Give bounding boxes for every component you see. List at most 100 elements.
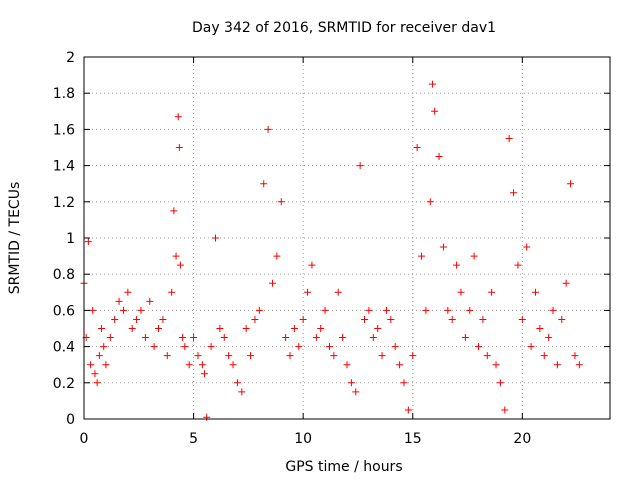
- y-tick-label: 1.4: [53, 159, 75, 175]
- data-point: [172, 252, 180, 260]
- data-point: [374, 325, 382, 332]
- data-point: [571, 352, 579, 360]
- data-point: [435, 153, 443, 161]
- data-point: [505, 134, 513, 142]
- data-point: [106, 334, 114, 342]
- data-point: [179, 334, 187, 342]
- data-point: [163, 352, 171, 360]
- x-axis-label: GPS time / hours: [285, 459, 402, 475]
- data-point: [439, 243, 447, 251]
- y-tick-label: 1.8: [53, 86, 75, 102]
- data-point: [93, 379, 101, 387]
- data-point: [361, 315, 369, 323]
- data-point: [352, 388, 360, 396]
- data-point: [567, 180, 575, 188]
- data-point: [155, 325, 163, 332]
- data-point: [233, 379, 241, 387]
- data-point: [453, 261, 461, 269]
- data-point: [461, 334, 469, 342]
- data-point: [273, 252, 281, 260]
- y-tick-label: 1.6: [53, 122, 75, 138]
- data-point: [137, 306, 145, 314]
- data-point: [369, 334, 377, 342]
- data-point: [470, 252, 478, 260]
- data-point: [545, 334, 553, 342]
- data-point: [536, 325, 544, 332]
- data-point: [203, 413, 211, 421]
- data-point: [575, 361, 583, 369]
- y-tick-label: 0: [66, 412, 75, 428]
- data-point: [312, 334, 320, 342]
- data-point: [343, 361, 351, 369]
- data-point: [174, 113, 182, 121]
- data-point: [514, 261, 522, 269]
- data-point: [185, 361, 193, 369]
- data-point: [128, 325, 136, 332]
- data-point: [558, 315, 566, 323]
- data-point: [251, 315, 259, 323]
- data-point: [170, 207, 178, 215]
- data-point: [404, 406, 412, 414]
- data-point: [286, 352, 294, 360]
- data-point: [492, 361, 500, 369]
- data-point: [334, 288, 342, 296]
- data-point: [531, 288, 539, 296]
- data-point: [100, 343, 108, 351]
- data-point: [428, 80, 436, 88]
- data-point: [194, 352, 202, 360]
- data-point: [347, 379, 355, 387]
- y-tick-label: 0.2: [53, 376, 75, 392]
- data-point: [426, 198, 434, 206]
- data-point: [378, 352, 386, 360]
- grid: [84, 57, 610, 419]
- data-point: [501, 406, 509, 414]
- data-point: [444, 306, 452, 314]
- y-tick-label: 2: [66, 50, 75, 66]
- data-point: [409, 352, 417, 360]
- data-point: [483, 352, 491, 360]
- data-point: [549, 306, 557, 314]
- data-point: [282, 334, 290, 342]
- data-point: [562, 279, 570, 287]
- data-point: [510, 189, 518, 197]
- data-point: [488, 288, 496, 296]
- data-point: [238, 388, 246, 396]
- y-tick-label: 0.8: [53, 267, 75, 283]
- data-point: [391, 343, 399, 351]
- data-point: [264, 125, 272, 133]
- data-point: [207, 343, 215, 351]
- data-point: [168, 288, 176, 296]
- data-point: [115, 297, 123, 305]
- data-point: [466, 306, 474, 314]
- data-point: [295, 343, 303, 351]
- data-point: [304, 288, 312, 296]
- x-tick-label: 0: [80, 431, 89, 447]
- data-point: [457, 288, 465, 296]
- y-tick-label: 0.6: [53, 303, 75, 319]
- data-point: [479, 315, 487, 323]
- data-point: [198, 361, 206, 369]
- data-point: [523, 243, 531, 251]
- data-point: [496, 379, 504, 387]
- data-point: [87, 361, 95, 369]
- data-point: [212, 234, 219, 242]
- data-point: [317, 325, 325, 332]
- data-point: [321, 306, 329, 314]
- data-point: [201, 370, 209, 378]
- x-tick-label: 10: [294, 431, 312, 447]
- data-point: [330, 352, 338, 360]
- data-point: [89, 306, 97, 314]
- data-point: [431, 107, 439, 115]
- data-point: [299, 315, 307, 323]
- data-point: [247, 352, 255, 360]
- data-point: [527, 343, 535, 351]
- chart-title: Day 342 of 2016, SRMTID for receiver dav…: [192, 20, 496, 36]
- data-point: [422, 306, 430, 314]
- data-point: [413, 144, 421, 151]
- data-point: [268, 279, 276, 287]
- data-point: [229, 361, 237, 369]
- data-point: [339, 334, 347, 342]
- data-point: [255, 306, 263, 314]
- data-point: [475, 343, 482, 351]
- data-point: [102, 361, 110, 369]
